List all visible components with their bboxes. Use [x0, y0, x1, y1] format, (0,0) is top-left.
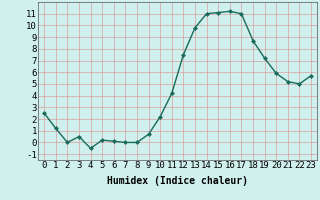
- X-axis label: Humidex (Indice chaleur): Humidex (Indice chaleur): [107, 176, 248, 186]
